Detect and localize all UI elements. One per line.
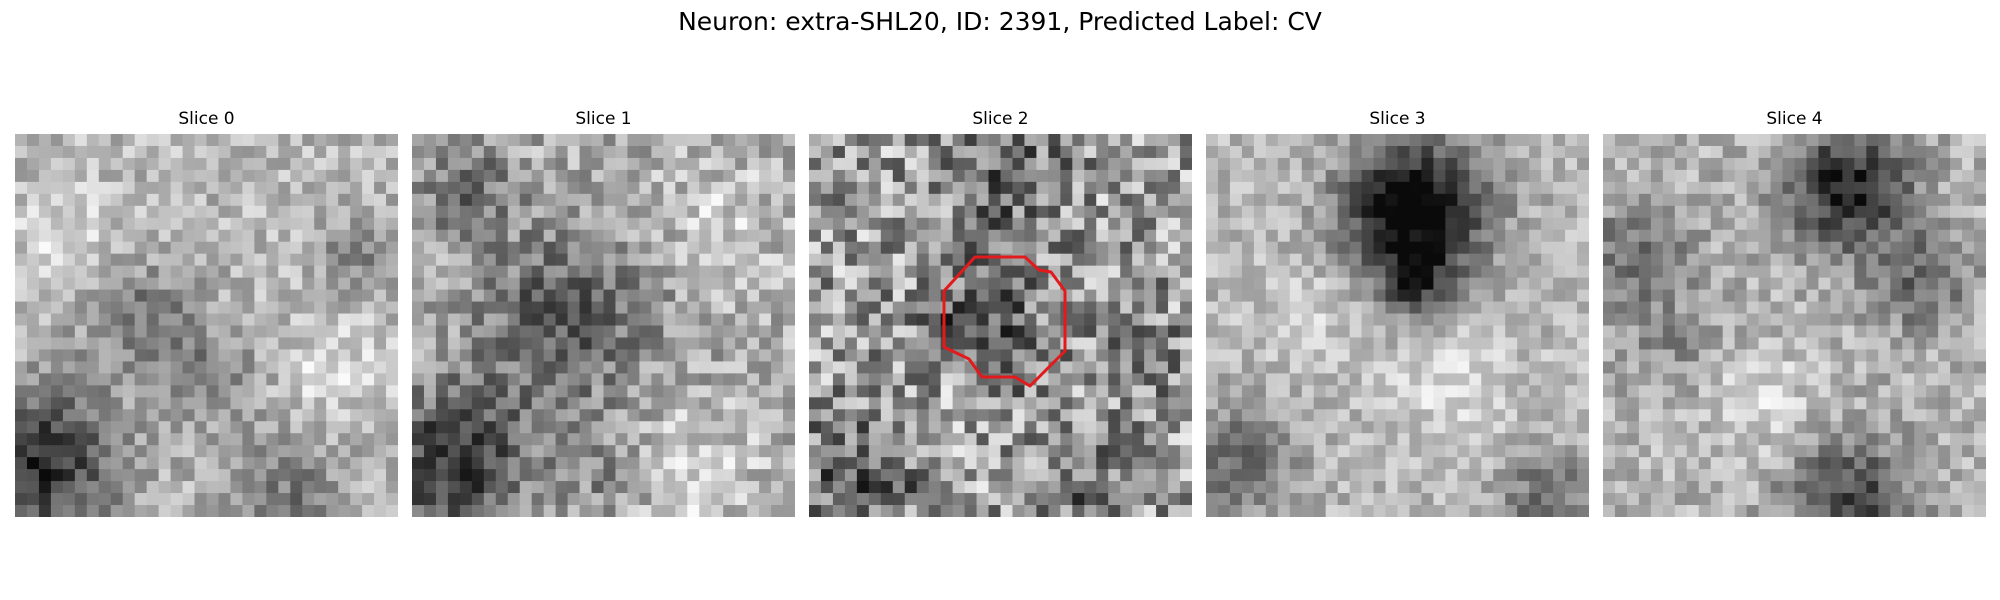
- slice-title: Slice 0: [178, 109, 235, 129]
- slice-image: [15, 134, 398, 517]
- figure-title: Neuron: extra-SHL20, ID: 2391, Predicted…: [678, 7, 1322, 36]
- slice-title: Slice 1: [575, 109, 632, 129]
- slice-title: Slice 4: [1766, 109, 1823, 129]
- slice-image: [809, 134, 1192, 517]
- slice-title: Slice 2: [972, 109, 1029, 129]
- slice-panel-4: Slice 4: [1603, 106, 1986, 517]
- slice-panel-0: Slice 0: [15, 106, 398, 517]
- slice-title: Slice 3: [1369, 109, 1426, 129]
- slice-image: [1603, 134, 1986, 517]
- slice-image: [1206, 134, 1589, 517]
- roi-contour: [942, 255, 1067, 388]
- slice-panel-2: Slice 2: [809, 106, 1192, 517]
- slice-panel-3: Slice 3: [1206, 106, 1589, 517]
- slice-panel-1: Slice 1: [412, 106, 795, 517]
- slice-image: [412, 134, 795, 517]
